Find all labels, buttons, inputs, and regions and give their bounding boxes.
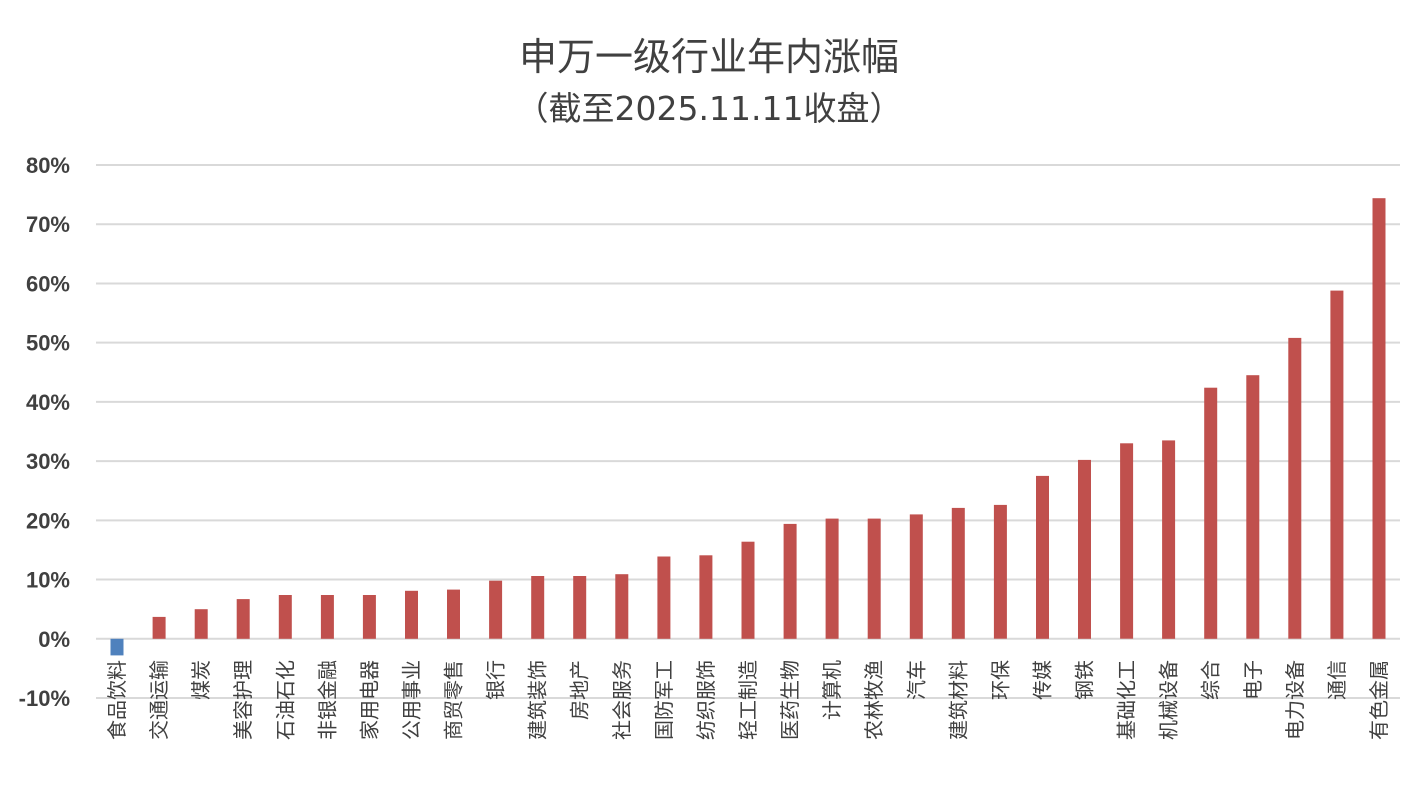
y-tick-label: 10%: [26, 568, 70, 593]
bar-钢铁: [1078, 459, 1091, 639]
bar-家用电器: [362, 595, 376, 639]
x-tick-label: 石油石化: [273, 660, 297, 740]
bar-国防军工: [657, 556, 671, 639]
bar-纺织服饰: [699, 555, 713, 639]
bar-建筑材料: [951, 507, 965, 639]
bar-房地产: [573, 576, 587, 639]
bar-传媒: [1036, 475, 1049, 639]
bar-美容护理: [236, 599, 250, 639]
y-axis-ticks: 80% 70% 60% 50% 40% 30% 20% 10% 0% -10%: [19, 153, 70, 711]
x-tick-label: 公用事业: [399, 660, 423, 740]
x-tick-label: 计算机: [820, 660, 844, 720]
bar-食品饮料: [110, 638, 124, 656]
bars: [110, 198, 1386, 656]
x-tick-label: 汽车: [904, 660, 928, 700]
x-tick-label: 电子: [1241, 660, 1265, 700]
bar-公用事业: [405, 590, 418, 639]
chart-title: 申万一级行业年内涨幅: [519, 35, 899, 79]
x-tick-label: 电力设备: [1283, 660, 1307, 740]
x-tick-label: 轻工制造: [736, 660, 760, 740]
bar-环保: [993, 504, 1007, 639]
bar-机械设备: [1162, 440, 1176, 639]
x-tick-label: 环保: [988, 660, 1012, 700]
x-tick-label: 美容护理: [231, 660, 255, 740]
x-tick-label: 综合: [1199, 660, 1223, 700]
bar-建筑装饰: [531, 576, 545, 639]
x-tick-label: 国防军工: [652, 660, 676, 740]
x-tick-label: 纺织服饰: [694, 660, 718, 740]
x-tick-label: 家用电器: [357, 660, 381, 740]
x-tick-label: 建筑材料: [946, 660, 970, 740]
x-tick-label: 商贸零售: [442, 660, 466, 740]
x-tick-label: 房地产: [568, 660, 592, 720]
x-tick-label: 医药生物: [778, 660, 802, 740]
y-tick-label: 60%: [26, 271, 70, 296]
x-axis-ticks: 食品饮料 交通运输 煤炭 美容护理 石油石化 非银金融 家用电器 公用事业 商贸零售 银行 建筑装饰…: [105, 660, 1391, 740]
bar-社会服务: [615, 574, 629, 639]
x-tick-label: 银行: [484, 660, 508, 700]
x-tick-label: 机械设备: [1157, 660, 1181, 740]
y-tick-label: 40%: [26, 390, 70, 415]
bar-石油石化: [278, 595, 292, 639]
bar-综合: [1204, 387, 1218, 639]
y-tick-label: 30%: [26, 449, 70, 474]
bar-煤炭: [194, 609, 208, 639]
x-tick-label: 钢铁: [1073, 660, 1097, 700]
bar-电子: [1246, 375, 1260, 639]
chart-subtitle: （截至2025.11.11收盘）: [516, 89, 903, 128]
y-tick-label: 80%: [26, 153, 70, 178]
bar-医药生物: [783, 523, 797, 639]
x-tick-label: 非银金融: [315, 660, 339, 740]
x-tick-label: 农林牧渔: [862, 660, 886, 740]
x-tick-label: 基础化工: [1115, 660, 1139, 740]
x-tick-label: 煤炭: [189, 660, 213, 700]
y-tick-label: 0%: [38, 627, 70, 652]
bar-交通运输: [152, 616, 166, 639]
bar-银行: [489, 580, 503, 639]
x-tick-label: 社会服务: [610, 660, 634, 740]
bar-有色金属: [1372, 198, 1386, 639]
bar-通信: [1330, 290, 1344, 639]
x-tick-label: 传媒: [1030, 660, 1054, 700]
bar-商贸零售: [447, 589, 460, 639]
y-tick-label: -10%: [19, 686, 70, 711]
bar-轻工制造: [741, 541, 755, 639]
bar-基础化工: [1120, 443, 1134, 639]
x-tick-label: 建筑装饰: [526, 660, 550, 740]
bar-农林牧渔: [867, 518, 881, 639]
y-tick-label: 50%: [26, 331, 70, 356]
x-tick-label: 有色金属: [1367, 660, 1391, 740]
x-tick-label: 交通运输: [147, 660, 171, 740]
bar-电力设备: [1288, 337, 1302, 639]
y-tick-label: 70%: [26, 212, 70, 237]
bar-汽车: [909, 514, 923, 639]
x-tick-label: 通信: [1325, 660, 1349, 700]
x-tick-label: 食品饮料: [105, 660, 129, 740]
bar-非银金融: [320, 595, 334, 639]
bar-计算机: [825, 518, 839, 639]
y-tick-label: 20%: [26, 508, 70, 533]
